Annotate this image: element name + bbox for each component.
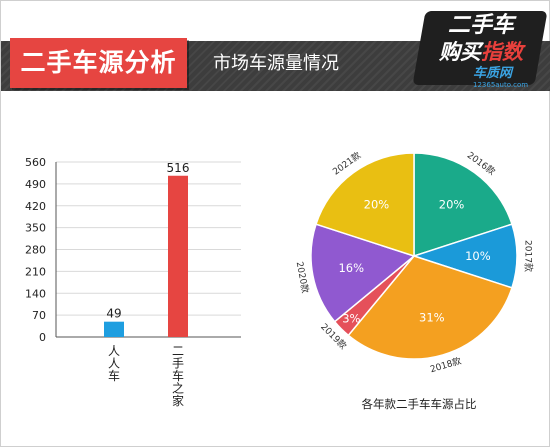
pie-slice bbox=[413, 152, 513, 258]
x-category-label: 人人车 bbox=[108, 344, 120, 383]
bar-data-label: 49 bbox=[106, 307, 121, 321]
logo-line-2: 购买指数 bbox=[425, 39, 537, 65]
y-tick-label: 420 bbox=[25, 200, 46, 213]
pie-year-label: 2017款 bbox=[523, 240, 535, 272]
index-logo: 二手车 购买指数 车质网 12365auto.com bbox=[411, 3, 549, 95]
section-title: 二手车源分析 bbox=[10, 38, 187, 88]
logo-line-2b: 指数 bbox=[481, 40, 523, 64]
bar bbox=[104, 321, 124, 337]
pie-slice bbox=[347, 255, 513, 360]
bar-data-label: 516 bbox=[167, 161, 190, 175]
bar bbox=[168, 175, 188, 337]
pie-year-label: 2020款 bbox=[294, 261, 312, 295]
logo-site: 12365auto.com bbox=[473, 81, 529, 89]
logo-line-2a: 购买 bbox=[439, 40, 481, 64]
y-tick-label: 0 bbox=[39, 331, 46, 344]
pie-slice bbox=[310, 223, 416, 323]
y-tick-label: 210 bbox=[25, 265, 46, 278]
pie-percent-label: 20% bbox=[439, 197, 465, 211]
pie-percent-label: 3% bbox=[342, 312, 360, 326]
y-tick-label: 280 bbox=[25, 244, 46, 257]
pie-percent-label: 10% bbox=[465, 249, 491, 263]
y-tick-label: 140 bbox=[25, 287, 46, 300]
header: 二手车源分析 市场车源量情况 二手车 购买指数 车质网 12365auto.co… bbox=[1, 1, 550, 97]
logo-brand: 车质网 bbox=[473, 66, 513, 81]
pie-percent-label: 20% bbox=[364, 197, 390, 211]
pie-caption: 各年款二手车车源占比 bbox=[361, 397, 477, 411]
y-tick-label: 350 bbox=[25, 222, 46, 235]
logo-line-1: 二手车 bbox=[447, 13, 514, 38]
pie-percent-label: 31% bbox=[419, 310, 445, 324]
x-category-label: 二手车之家 bbox=[172, 344, 184, 408]
y-tick-label: 70 bbox=[32, 309, 46, 322]
pie-slice bbox=[315, 152, 415, 258]
pie-percent-label: 16% bbox=[338, 261, 364, 275]
section-subtitle: 市场车源量情况 bbox=[213, 53, 339, 74]
y-tick-label: 560 bbox=[25, 156, 46, 169]
y-tick-label: 490 bbox=[25, 178, 46, 191]
